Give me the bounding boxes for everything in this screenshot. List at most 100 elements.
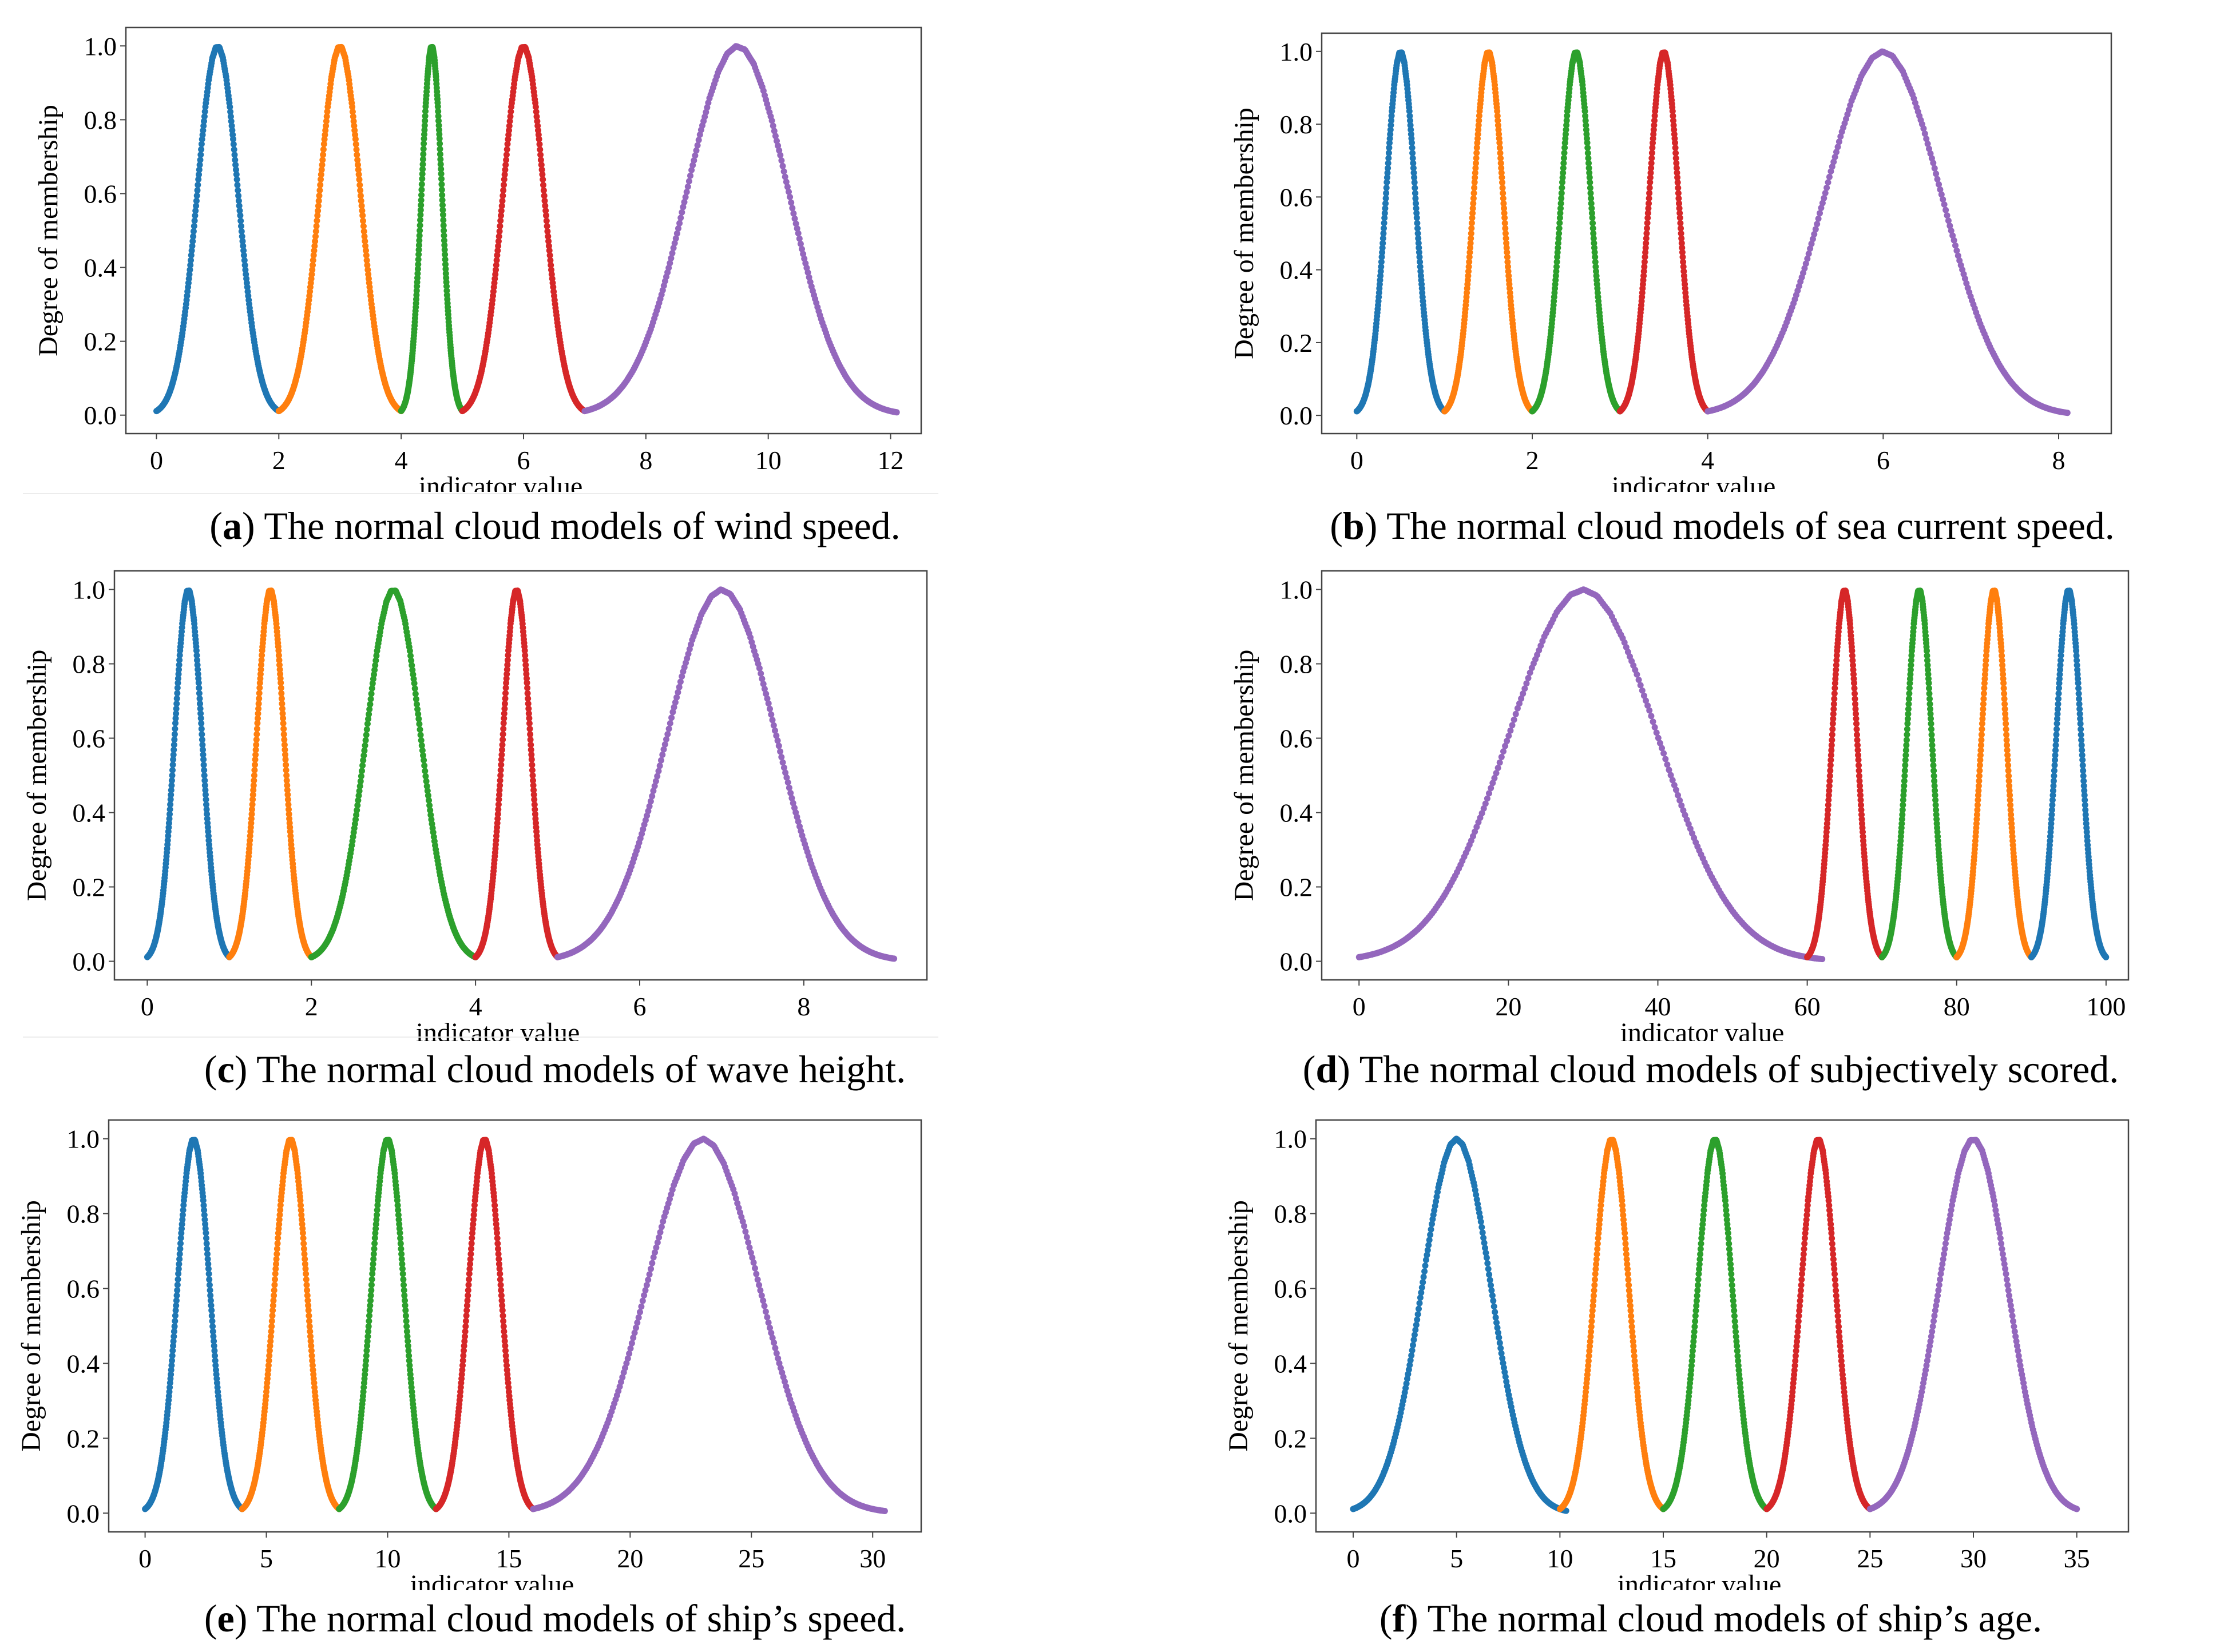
- cloud-drop: [198, 141, 205, 148]
- cloud-drop: [315, 202, 322, 209]
- cloud-drop: [1503, 244, 1510, 251]
- cloud-drop: [187, 267, 193, 273]
- cloud-drop: [169, 767, 176, 773]
- cloud-drop: [1678, 235, 1685, 242]
- cloud-drop: [1563, 122, 1570, 129]
- cloud-drop: [655, 768, 662, 775]
- cloud-drop: [422, 108, 429, 114]
- cloud-drop: [497, 782, 504, 789]
- cloud-drop: [313, 223, 320, 229]
- cloud-drop: [681, 198, 688, 205]
- cloud-drop: [193, 192, 200, 199]
- cloud-drop: [1678, 802, 1685, 809]
- cloud-drop: [1498, 174, 1505, 181]
- cloud-drop: [191, 217, 198, 224]
- cloud-drop: [188, 257, 194, 264]
- cloud-drop: [188, 252, 195, 259]
- cloud-drop: [1851, 685, 1858, 692]
- cloud-drop: [194, 657, 200, 664]
- cloud-drop: [659, 752, 666, 758]
- y-axis-label: Degree of membership: [1229, 108, 1259, 359]
- cloud-drop: [176, 652, 183, 658]
- cloud-drop: [1411, 179, 1418, 186]
- cloud-drop: [1925, 666, 1931, 673]
- cloud-drop: [1466, 253, 1473, 260]
- cloud-drop: [419, 747, 426, 754]
- y-tick-label: 0.0: [1280, 947, 1313, 976]
- cloud-drop: [537, 157, 544, 164]
- cloud-drop: [1904, 716, 1911, 722]
- cloud-drop: [759, 676, 766, 682]
- cloud-drop: [1384, 169, 1391, 176]
- cloud-drop: [1488, 785, 1494, 792]
- cloud-drop: [1664, 761, 1671, 768]
- cloud-drop: [1560, 169, 1567, 176]
- x-tick-label: 2: [1526, 446, 1539, 475]
- cloud-drop: [1925, 671, 1932, 678]
- cloud-drop: [1581, 108, 1588, 114]
- cloud-drop: [1999, 657, 2005, 664]
- cloud-drop: [1900, 787, 1907, 794]
- cloud-drop: [1812, 226, 1819, 233]
- cloud-drop: [696, 132, 703, 138]
- cloud-drop: [1900, 801, 1906, 808]
- cloud-drop: [501, 171, 508, 178]
- cloud-drop: [1849, 657, 1856, 664]
- cloud-drop: [548, 262, 554, 269]
- cloud-drop: [359, 768, 365, 775]
- cloud-drop: [786, 784, 792, 791]
- cloud-drop: [421, 757, 427, 764]
- y-tick-label: 0.4: [1280, 256, 1313, 285]
- cloud-drop: [531, 796, 538, 803]
- cloud-drop: [656, 763, 663, 769]
- cloud-drop: [669, 250, 676, 257]
- cloud-drop: [790, 800, 796, 807]
- cloud-drop: [795, 818, 802, 825]
- cloud-drop: [1591, 249, 1598, 256]
- cloud-drop: [310, 257, 316, 264]
- cloud-drop: [647, 798, 654, 805]
- cloud-drop: [412, 690, 419, 697]
- cloud-drop: [363, 252, 370, 259]
- y-tick-label: 0.6: [73, 724, 106, 753]
- cloud-drop: [1646, 200, 1652, 207]
- cloud-drop: [1667, 772, 1674, 779]
- cloud-drop: [524, 690, 531, 697]
- cloud-drop: [417, 217, 423, 224]
- cloud-drop: [1827, 767, 1834, 774]
- y-tick-label: 0.0: [84, 401, 117, 430]
- cloud-drop: [251, 777, 257, 784]
- cloud-drop: [252, 761, 258, 768]
- cloud-drop: [2000, 680, 2007, 686]
- cloud-drop: [1998, 648, 2005, 654]
- cloud-drop: [1973, 816, 1980, 823]
- cloud-drop: [353, 812, 360, 819]
- cloud-drop: [1676, 205, 1683, 212]
- cloud-drop: [691, 157, 697, 164]
- cloud-drop: [527, 736, 534, 743]
- cloud-drop: [355, 171, 362, 178]
- cloud-drop: [1927, 706, 1933, 712]
- cloud-drop: [495, 243, 502, 249]
- cloud-drop: [494, 811, 501, 817]
- cloud-drop: [197, 705, 204, 712]
- cloud-drop: [203, 801, 209, 808]
- cloud-drop: [1983, 657, 1989, 664]
- cloud-drop: [658, 757, 664, 764]
- cloud-drop: [415, 261, 422, 268]
- cloud-drop: [1586, 169, 1593, 176]
- cloud-drop: [424, 788, 431, 795]
- cloud-drop: [415, 716, 422, 722]
- cloud-drop: [414, 270, 421, 277]
- cloud-drop: [171, 736, 178, 743]
- cloud-drop: [2000, 685, 2007, 692]
- cloud-drop: [235, 192, 242, 199]
- cloud-drop: [501, 710, 508, 717]
- cloud-drop: [356, 783, 363, 789]
- cloud-drop: [1381, 220, 1388, 227]
- cloud-drop: [1518, 695, 1525, 702]
- cloud-drop: [427, 812, 434, 819]
- cloud-drop: [363, 257, 370, 264]
- cloud-drop: [772, 727, 778, 734]
